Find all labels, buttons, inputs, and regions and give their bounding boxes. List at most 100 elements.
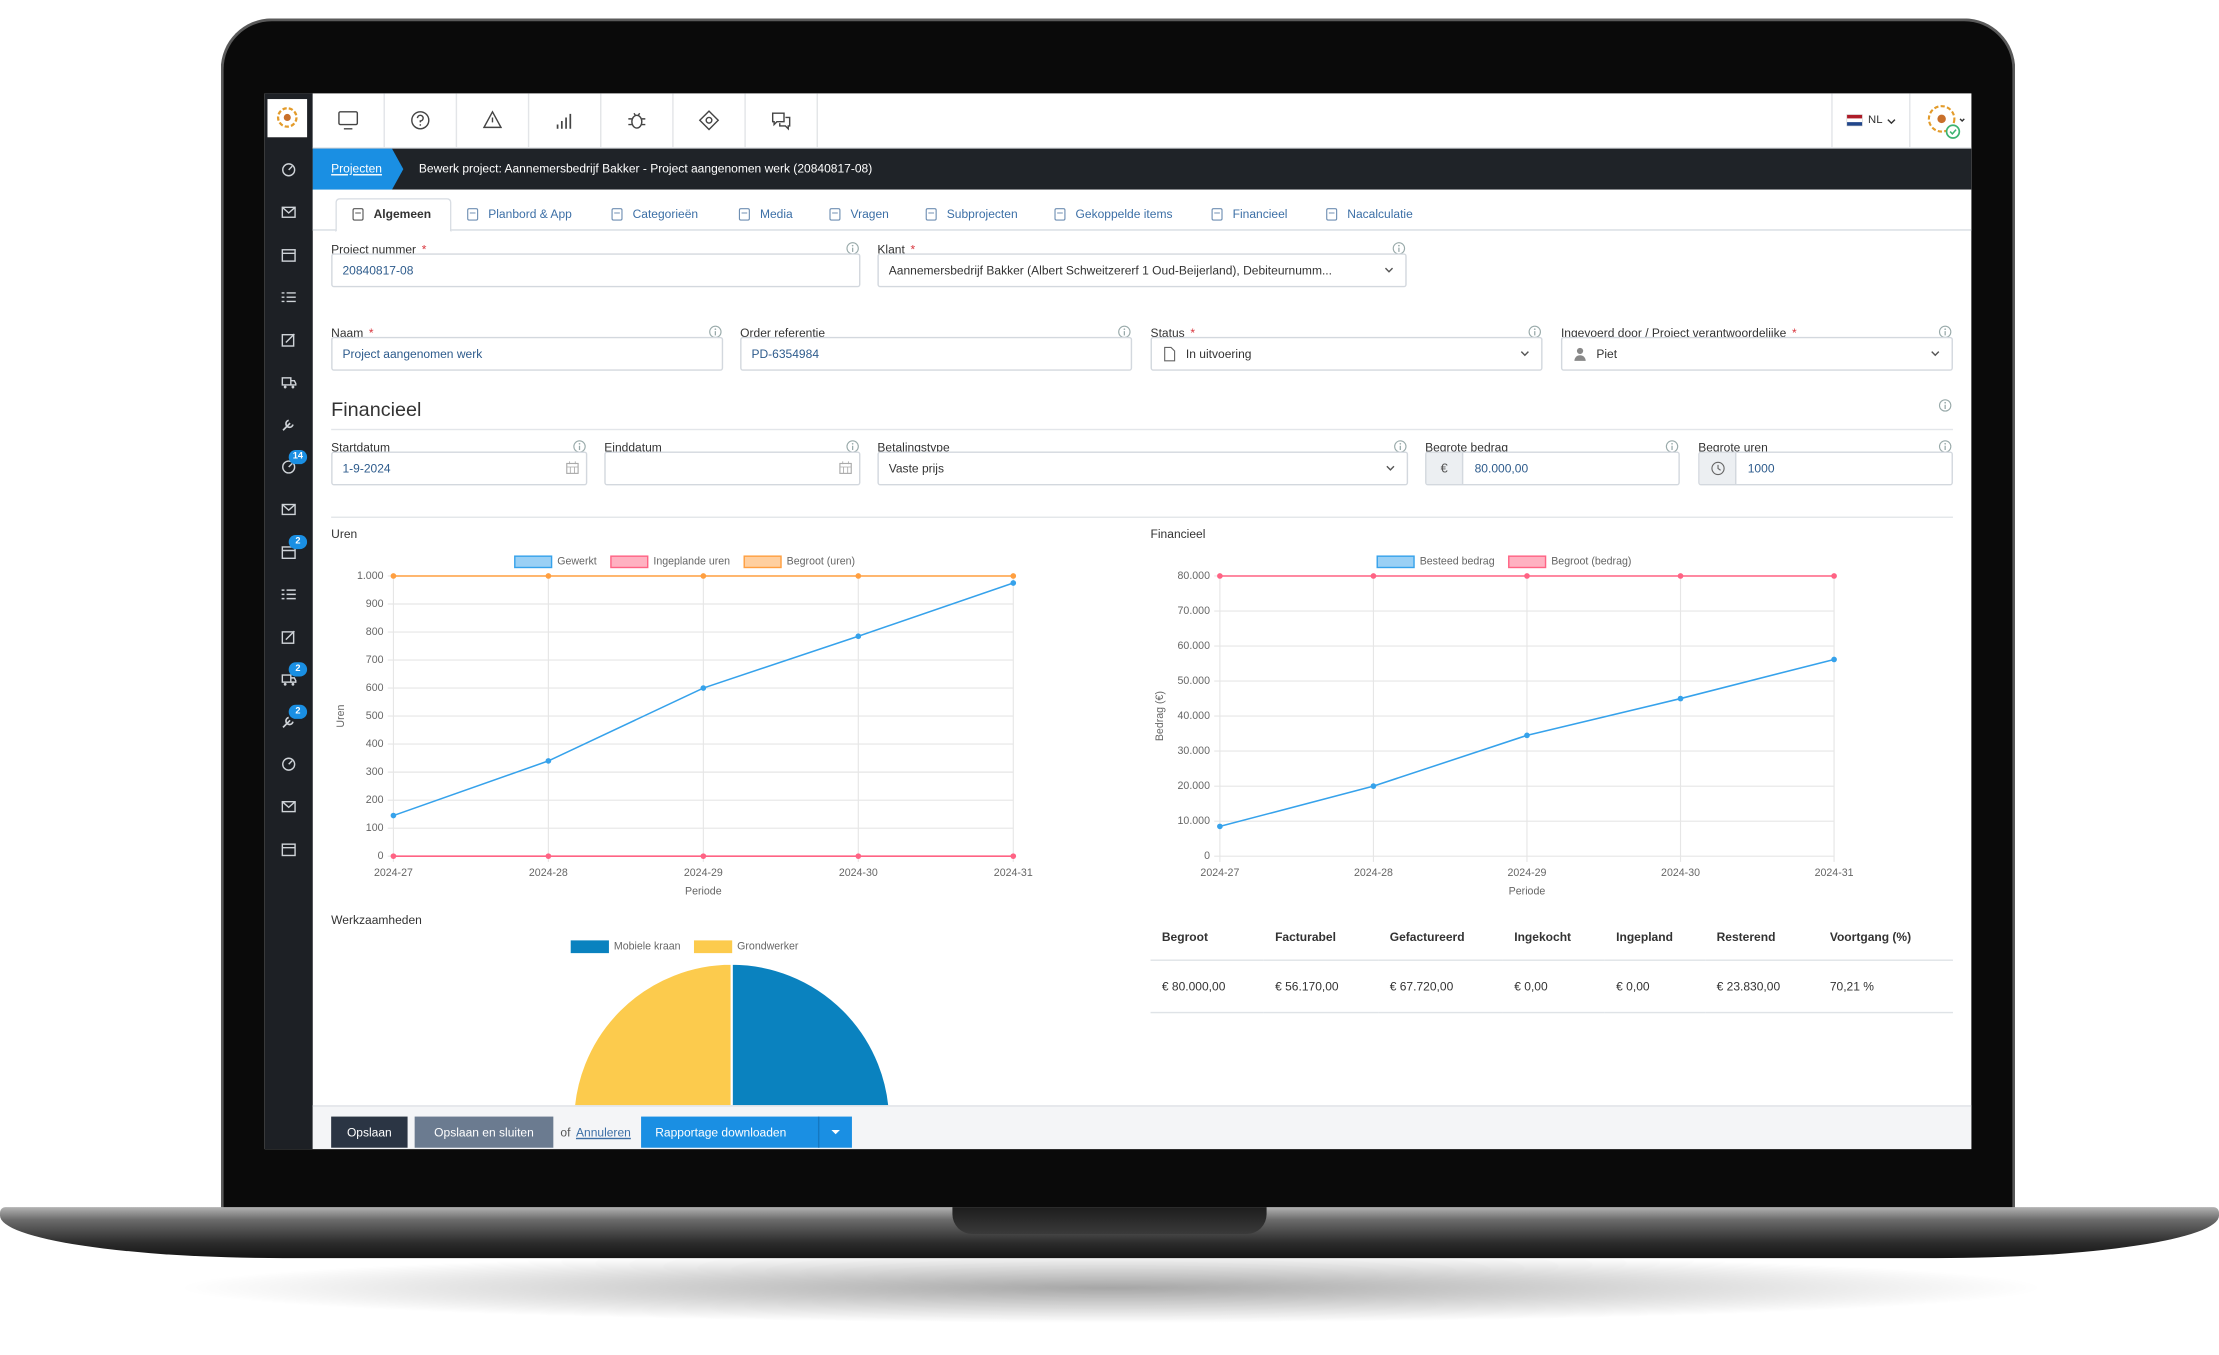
calendar-icon bbox=[566, 461, 579, 474]
legend-label: Begroot (bedrag) bbox=[1551, 556, 1631, 568]
sidebar-icon[interactable] bbox=[281, 375, 297, 389]
sidebar-icon[interactable] bbox=[281, 842, 296, 857]
field-label-text: Betalingstype bbox=[877, 440, 950, 455]
tab[interactable]: Subprojecten bbox=[925, 198, 1096, 231]
y-tick-label: 0 bbox=[378, 850, 384, 862]
sidebar-icon[interactable] bbox=[282, 757, 296, 771]
y-tick-label: 50.000 bbox=[1178, 675, 1211, 687]
field-label: Status * bbox=[1151, 324, 1523, 342]
sidebar-icon[interactable] bbox=[281, 800, 296, 814]
input-value: 20840817-08 bbox=[342, 263, 414, 278]
input-field[interactable]: 20840817-08 bbox=[331, 253, 861, 288]
field-label-text: Einddatum bbox=[604, 440, 662, 455]
input-field[interactable]: Project aangenomen werk bbox=[331, 336, 724, 371]
top-bar-divider bbox=[1909, 93, 1911, 148]
tab[interactable]: Algemeen bbox=[352, 198, 522, 231]
tab-label: Gekoppelde items bbox=[1075, 206, 1173, 221]
legend: Mobiele kraan Grondwerker bbox=[570, 940, 799, 954]
sidebar-icon[interactable] bbox=[282, 715, 296, 729]
sidebar-icon[interactable] bbox=[281, 545, 296, 559]
download-button[interactable]: Rapportage downloaden bbox=[641, 1116, 852, 1148]
top-bar-divider bbox=[816, 93, 818, 148]
save-close-button[interactable]: Opslaan en sluiten bbox=[414, 1116, 554, 1148]
field-label-text: Begrote uren bbox=[1698, 440, 1768, 455]
sidebar-icon[interactable] bbox=[281, 587, 296, 601]
data-point bbox=[1524, 732, 1530, 739]
top-bar-divider bbox=[527, 93, 530, 148]
top-bar-divider bbox=[672, 93, 674, 148]
sidebar-icon[interactable] bbox=[281, 630, 296, 644]
field-label: Order referentie bbox=[740, 324, 1112, 342]
notification-badge: 2 bbox=[288, 704, 308, 719]
tab[interactable]: Media bbox=[738, 198, 909, 231]
top-bar-button[interactable] bbox=[338, 110, 359, 130]
data-point bbox=[700, 573, 707, 579]
input-field[interactable] bbox=[604, 451, 861, 486]
breadcrumb-link[interactable]: Projecten bbox=[331, 161, 382, 176]
top-bar-button[interactable] bbox=[698, 110, 720, 131]
input-field[interactable]: Aannemersbedrijf Bakker (Albert Schweitz… bbox=[877, 253, 1407, 288]
sidebar-icon[interactable] bbox=[282, 417, 296, 431]
top-bar-divider bbox=[383, 93, 385, 148]
data-point bbox=[545, 573, 552, 579]
required-mark: * bbox=[421, 241, 427, 257]
input-field[interactable]: In uitvoering bbox=[1150, 336, 1543, 371]
data-point bbox=[1831, 656, 1837, 663]
save-button[interactable]: Opslaan bbox=[331, 1116, 408, 1148]
tab-label: Categorieën bbox=[632, 206, 699, 221]
x-axis-label: Periode bbox=[1509, 885, 1546, 897]
sidebar-icon[interactable] bbox=[281, 205, 296, 219]
chart-title: Uren bbox=[331, 526, 358, 541]
input-field[interactable]: 1-9-2024 bbox=[331, 451, 588, 486]
dropdown-caret[interactable] bbox=[831, 1129, 841, 1135]
sidebar-icon[interactable] bbox=[281, 290, 296, 304]
language-code: NL bbox=[1868, 113, 1883, 126]
language-flag[interactable] bbox=[1846, 114, 1863, 127]
input-field[interactable]: PD-6354984 bbox=[740, 336, 1133, 371]
sidebar-icon[interactable] bbox=[281, 672, 297, 686]
input-field[interactable]: €80.000,00 bbox=[1425, 451, 1680, 486]
sidebar-icon[interactable] bbox=[281, 502, 296, 516]
top-bar-button[interactable] bbox=[410, 110, 430, 130]
tab-icon bbox=[352, 208, 364, 221]
top-bar-button[interactable] bbox=[771, 110, 791, 131]
sidebar-icon[interactable] bbox=[282, 460, 296, 474]
user-avatar[interactable] bbox=[1926, 102, 1965, 139]
tab[interactable]: Nacalculatie bbox=[1326, 198, 1496, 231]
section-title: Financieel bbox=[331, 397, 422, 421]
cancel-link[interactable]: Annuleren bbox=[575, 1125, 631, 1140]
data-point bbox=[700, 853, 707, 860]
y-tick-label: 200 bbox=[366, 794, 384, 806]
tab[interactable]: Vragen bbox=[829, 198, 999, 231]
chart-title: Financieel bbox=[1150, 526, 1206, 541]
required-mark: * bbox=[368, 325, 374, 340]
tab[interactable]: Gekoppelde items bbox=[1054, 198, 1224, 231]
tab-icon bbox=[1211, 208, 1223, 221]
input-field[interactable]: 1000 bbox=[1698, 451, 1953, 486]
sidebar-icon[interactable] bbox=[282, 163, 296, 177]
tab-label: Vragen bbox=[850, 206, 889, 221]
y-tick-label: 70.000 bbox=[1178, 605, 1211, 617]
y-tick-label: 80.000 bbox=[1178, 570, 1211, 582]
table-header: Ingepland bbox=[1604, 912, 1706, 961]
table-cell: € 23.830,00 bbox=[1705, 960, 1819, 1014]
input-field[interactable]: Vaste prijs bbox=[877, 451, 1409, 486]
sidebar-icon[interactable] bbox=[281, 248, 296, 262]
y-tick-label: 1.000 bbox=[357, 570, 384, 582]
tab-icon bbox=[738, 208, 750, 221]
line-chart: 0 10.000 20.000 30.000 40.000 50.000 60.000 70.… bbox=[1154, 555, 1854, 897]
tab[interactable]: Categorieën bbox=[611, 198, 781, 231]
tab-label: Algemeen bbox=[373, 206, 432, 221]
tab-label: Subprojecten bbox=[946, 206, 1018, 221]
tab[interactable]: Financieel bbox=[1211, 198, 1381, 231]
top-bar-button[interactable] bbox=[627, 110, 647, 130]
sidebar-icon[interactable] bbox=[281, 333, 296, 347]
top-bar-button[interactable] bbox=[555, 110, 575, 130]
x-tick-label: 2024-30 bbox=[1661, 867, 1700, 879]
field-label-text: Klant bbox=[877, 241, 905, 257]
top-bar-button[interactable] bbox=[482, 110, 503, 130]
addon-text: € bbox=[1440, 461, 1448, 476]
input-field[interactable]: Piet bbox=[1560, 336, 1953, 371]
tab[interactable]: Planbord & App bbox=[467, 198, 637, 231]
